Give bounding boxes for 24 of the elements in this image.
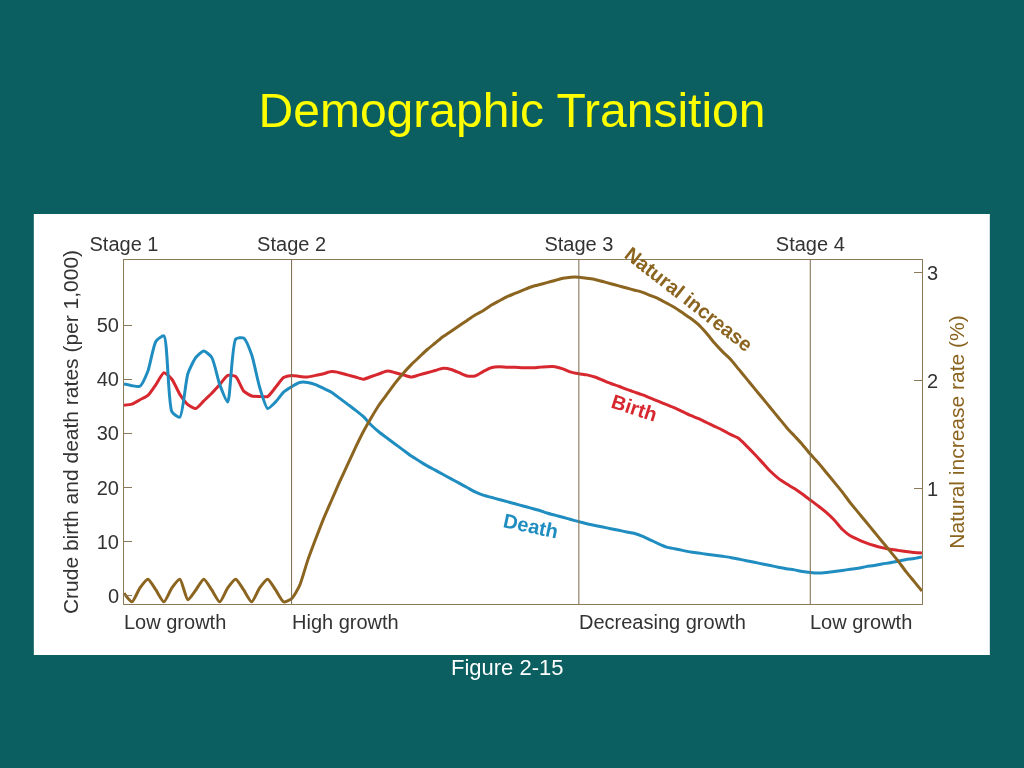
text: Death [501,509,561,543]
x-tick-label: Stage 3 [544,233,614,255]
y-axis-title: Crude birth and death rates (per 1,000) [58,249,82,615]
y-tick-label: 10 [96,530,119,553]
text: Low growth [810,611,913,633]
y2-tick-label: 2 [927,369,939,392]
y-tick-label: 30 [96,422,119,445]
text: High growth [292,611,399,633]
y-tick-label: 20 [96,476,119,499]
text: Decreasing growth [579,611,746,633]
y2-tick-label: 1 [927,477,939,500]
caption: Figure 2-15 [451,655,564,680]
x-tick-label: Stage 2 [257,233,327,255]
text: Birth [608,390,660,426]
text: Low growth [124,611,227,633]
line-series [124,365,922,555]
y2-tick-label: 3 [927,261,939,284]
y-tick-label: 50 [96,314,119,337]
y2-axis-title: Natural increase rate (%) [945,315,969,549]
x-tick-label: Stage 4 [775,233,845,255]
chart-title: Demographic Transition [258,83,766,137]
y-tick-label: 40 [96,368,119,391]
y-tick-label: 0 [107,584,119,607]
x-tick-label: Stage 1 [89,233,159,255]
